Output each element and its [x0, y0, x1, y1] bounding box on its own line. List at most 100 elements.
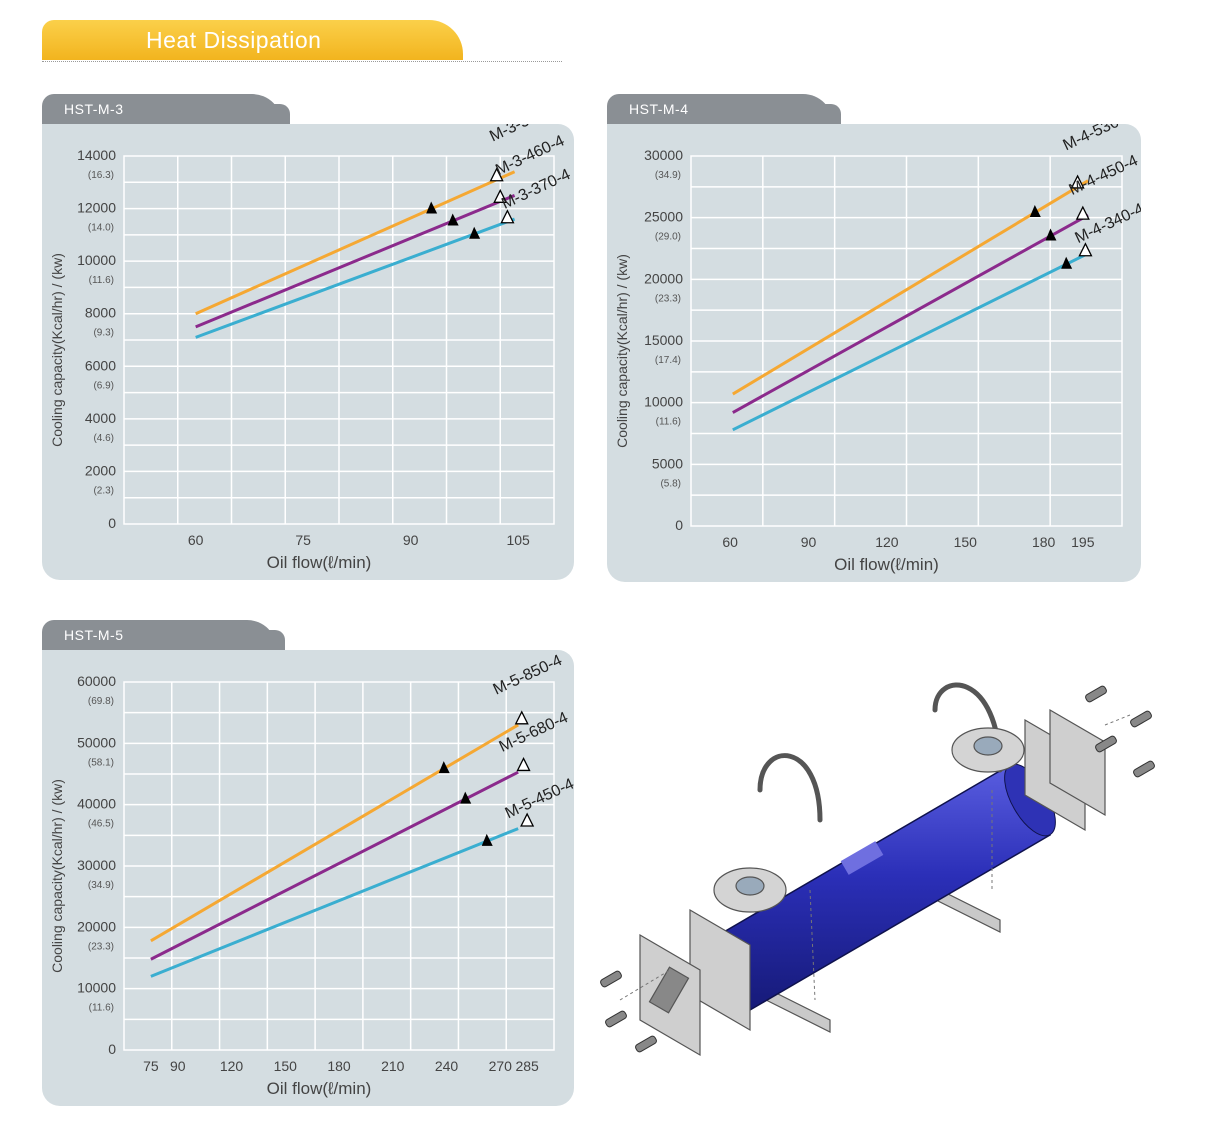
x-tick-label: 180: [1032, 534, 1056, 550]
y-tick-label: 0: [108, 515, 116, 531]
x-axis-label: Oil flow(ℓ/min): [267, 1079, 372, 1098]
y-axis-label: Cooling capacity(Kcal/hr) / (kw): [49, 779, 65, 973]
series-marker-open: [514, 710, 529, 725]
y-tick-label: 0: [108, 1041, 116, 1057]
x-tick-label: 60: [188, 532, 204, 548]
x-tick-label: 120: [875, 534, 899, 550]
y-tick-sublabel: (29.0): [655, 232, 681, 243]
series-marker-filled: [460, 791, 472, 804]
flange-left: [713, 867, 787, 913]
x-tick-label: 150: [954, 534, 978, 550]
flange-right: [951, 727, 1025, 773]
y-axis-label: Cooling capacity(Kcal/hr) / (kw): [49, 253, 65, 447]
bolts: [600, 685, 1155, 1053]
x-axis-label: Oil flow(ℓ/min): [834, 555, 939, 574]
cooler-shell: [708, 763, 1056, 1012]
y-tick-sublabel: (14.0): [88, 223, 114, 234]
series-line-m-3-370-4: [195, 217, 516, 339]
x-tick-label: 210: [381, 1058, 405, 1074]
series-label: M-4-530-4: [1061, 124, 1135, 154]
series-line-m-4-450-4: [732, 213, 1089, 414]
y-tick-sublabel: (58.1): [88, 757, 114, 768]
y-axis-label: Cooling capacity(Kcal/hr) / (kw): [614, 254, 630, 448]
series-line-m-5-680-4: [150, 770, 519, 961]
y-tick-sublabel: (11.6): [89, 275, 114, 286]
y-tick-sublabel: (46.5): [88, 819, 114, 830]
series-line-m-3-460-4: [195, 194, 516, 329]
y-tick-sublabel: (4.6): [93, 433, 114, 444]
series-marker-filled: [426, 201, 438, 214]
dashed-guides: [619, 714, 1131, 1001]
oil-cooler-exploded-illustration: [600, 682, 1155, 1057]
series-marker-open: [493, 188, 508, 203]
y-tick-sublabel: (5.8): [660, 478, 681, 489]
y-tick-label: 2000: [85, 462, 116, 478]
y-tick-label: 10000: [644, 394, 683, 410]
x-tick-label: 285: [515, 1058, 539, 1074]
y-tick-sublabel: (16.3): [88, 170, 114, 181]
series-marker-filled: [447, 213, 459, 226]
series-line-m-3-550-4: [195, 170, 516, 316]
y-tick-label: 60000: [77, 673, 116, 689]
y-tick-label: 10000: [77, 252, 116, 268]
y-tick-label: 40000: [77, 796, 116, 812]
series-marker-open: [516, 756, 531, 772]
series-marker-filled: [469, 226, 481, 239]
y-tick-label: 30000: [644, 147, 683, 163]
series-line-m-4-530-4: [732, 179, 1089, 396]
x-tick-label: 150: [274, 1058, 298, 1074]
end-cap-left: [639, 908, 751, 1057]
series-marker-filled: [1045, 228, 1057, 241]
series-marker-open: [1075, 205, 1090, 220]
x-tick-label: 75: [143, 1058, 159, 1074]
y-tick-sublabel: (23.3): [655, 293, 681, 304]
end-cap-right: [1024, 708, 1106, 832]
x-tick-label: 90: [801, 534, 817, 550]
y-tick-label: 8000: [85, 305, 116, 321]
y-tick-sublabel: (11.6): [656, 417, 681, 428]
inlet-pipe-left: [757, 753, 823, 823]
y-tick-label: 15000: [644, 332, 683, 348]
x-tick-label: 75: [295, 532, 311, 548]
y-tick-sublabel: (2.3): [93, 485, 114, 496]
series-marker-open: [520, 812, 535, 827]
page-header: Heat Dissipation: [42, 20, 562, 66]
x-tick-label: 90: [403, 532, 419, 548]
panel-tab: HST-M-5: [42, 620, 285, 654]
y-tick-label: 0: [675, 517, 683, 533]
x-tick-label: 195: [1071, 534, 1095, 550]
y-tick-sublabel: (6.9): [93, 380, 114, 391]
chart-panel-hst-m-5: HST-M-5 0 10000 (11.6) 20000 (23.3) 30000 (34.…: [42, 620, 574, 1106]
series-marker-open: [489, 167, 504, 182]
y-tick-label: 20000: [644, 270, 683, 286]
series-line-m-5-850-4: [150, 723, 519, 943]
chart-panel-hst-m-3: HST-M-3 0 2000 (2.3) 4000 (4.6) 6000 (6.9) 8000…: [42, 94, 574, 580]
y-tick-label: 14000: [77, 147, 116, 163]
series-marker-open: [1078, 242, 1093, 257]
y-tick-label: 5000: [652, 455, 683, 471]
chart-hst-m-5: 0 10000 (11.6) 20000 (23.3) 30000 (34.9) 40000 (…: [49, 652, 574, 1098]
y-tick-label: 12000: [77, 200, 116, 216]
x-tick-label: 60: [722, 534, 738, 550]
x-axis-label: Oil flow(ℓ/min): [267, 553, 372, 572]
y-tick-sublabel: (11.6): [89, 1003, 114, 1014]
y-tick-label: 50000: [77, 734, 116, 750]
series-marker-filled: [1029, 205, 1041, 218]
y-tick-sublabel: (69.8): [88, 696, 114, 707]
series-marker-open: [500, 209, 515, 224]
x-tick-label: 120: [220, 1058, 244, 1074]
y-tick-label: 25000: [644, 209, 683, 225]
series-marker-filled: [481, 833, 493, 846]
series-marker-open: [1070, 174, 1085, 189]
series-line-m-5-450-4: [150, 827, 519, 978]
page-title: Heat Dissipation: [42, 20, 463, 60]
y-tick-sublabel: (9.3): [93, 328, 114, 339]
x-tick-label: 180: [327, 1058, 351, 1074]
series-line-m-4-340-4: [732, 252, 1089, 432]
y-tick-label: 4000: [85, 410, 116, 426]
y-tick-label: 10000: [77, 980, 116, 996]
y-tick-sublabel: (23.3): [88, 941, 114, 952]
panel-tab: HST-M-4: [607, 94, 841, 128]
y-tick-label: 30000: [77, 857, 116, 873]
series-marker-filled: [438, 761, 450, 774]
